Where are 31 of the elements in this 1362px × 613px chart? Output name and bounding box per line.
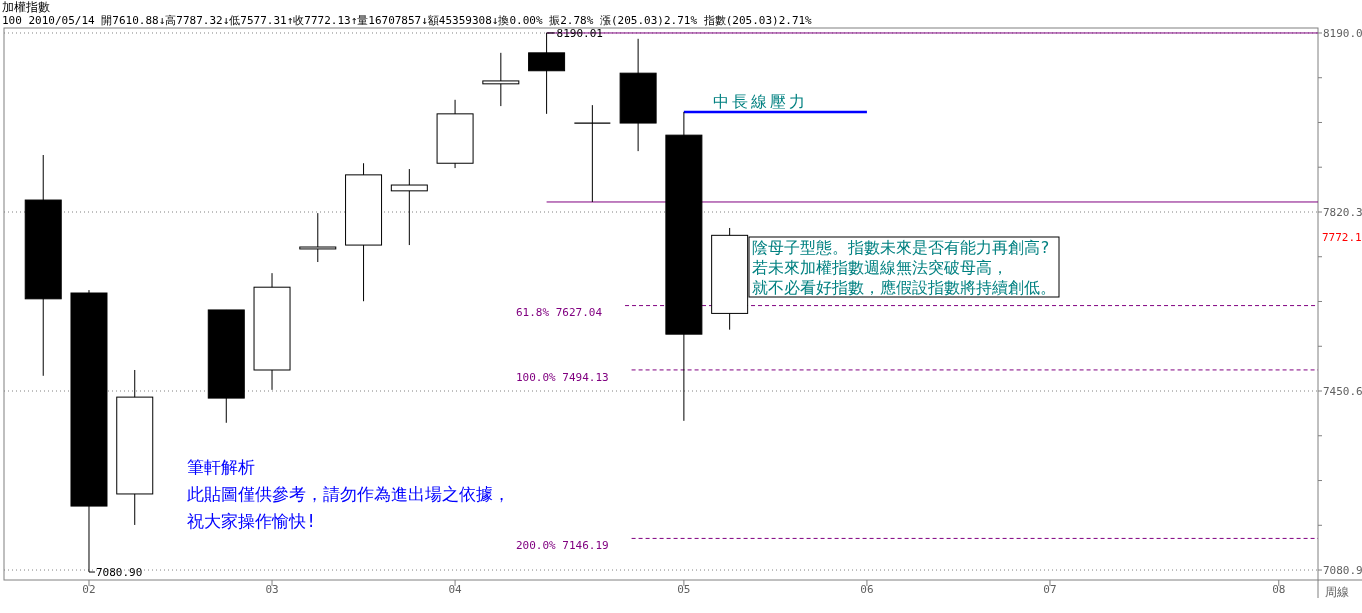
x-tick-label: 05 — [677, 583, 691, 596]
y-tick-label: 7820.3 — [1323, 206, 1362, 219]
x-tick-label: 06 — [860, 583, 874, 596]
x-tick-label: 03 — [265, 583, 279, 596]
candlestick — [299, 212, 337, 263]
annotation: 筆軒解析 — [187, 457, 255, 477]
chart-title: 加權指數 — [2, 0, 50, 14]
annotation: 中長線壓力 — [712, 92, 808, 111]
annotation: 若未來加權指數週線無法突破母高， — [752, 258, 1008, 277]
text: 周線 — [1325, 585, 1349, 599]
y-tick-label: 8190.0 — [1323, 26, 1362, 40]
annotation: 7080.90 — [95, 566, 143, 580]
x-tick-label: 04 — [448, 583, 463, 596]
annotation: 就不必看好指數，應假設指數將持續創低。 — [752, 278, 1056, 297]
candlestick — [390, 168, 428, 246]
annotation: 祝大家操作愉快! — [187, 511, 317, 531]
candlestick — [482, 52, 520, 107]
y-tick-label: 7080.9 — [1323, 564, 1362, 578]
annotation: 陰母子型態。指數未來是否有能力再創高? — [752, 238, 1050, 257]
x-tick-label: 08 — [1272, 583, 1286, 596]
chart-subtitle: 100 2010/05/14 開7610.88↓高7787.32↓低7577.31↑收7772.13↑量16707857↓額45359308↓換0.00% 振2.78% 漲(205.03)2.71% 指數(205.03)2.71% — [2, 14, 813, 27]
text: 7772.1 — [1322, 231, 1362, 244]
candlestick — [573, 104, 611, 203]
annotation: 8190.01 — [556, 26, 603, 40]
y-tick-label: 7450.6 — [1323, 385, 1362, 399]
annotation: 61.8% 7627.04 — [516, 306, 603, 319]
annotation: 200.0% 7146.19 — [516, 539, 609, 552]
annotation: 100.0% 7494.13 — [516, 371, 609, 384]
x-tick-label: 07 — [1043, 583, 1057, 596]
x-tick-label: 02 — [82, 583, 96, 596]
annotation: 此貼圖僅供參考，請勿作為進出場之依據， — [187, 484, 510, 504]
